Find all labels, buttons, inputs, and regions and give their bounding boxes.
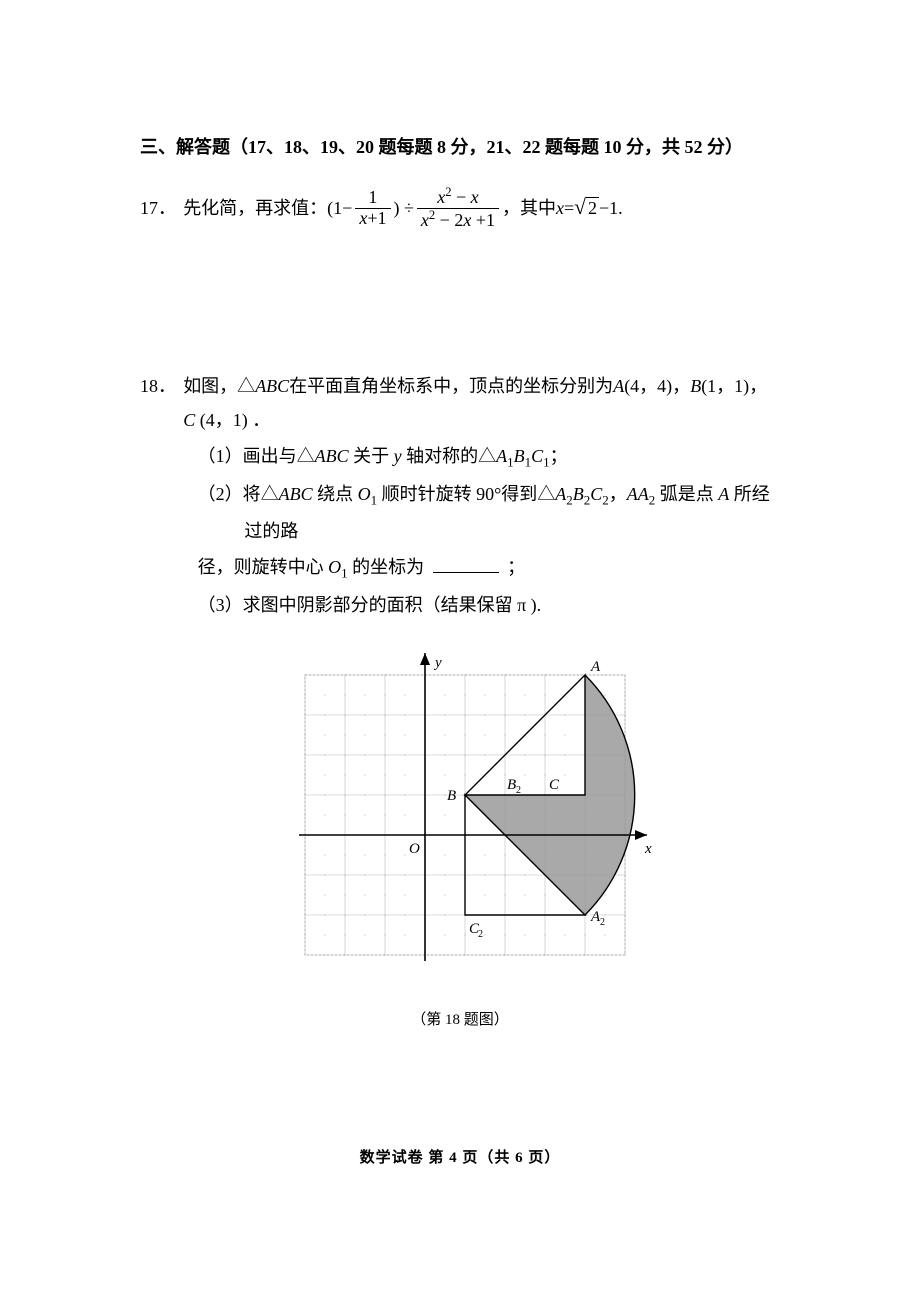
p17-f2d-m2: − 2 [435, 210, 463, 230]
p17-frac1-den-plus1: +1 [367, 208, 386, 228]
radical-symbol: √ [574, 197, 586, 220]
p18-sub-items: （1）画出与△ABC 关于 y 轴对称的△A1B1C1； （2）将△ABC 绕点… [198, 439, 780, 622]
svg-text:x: x [644, 841, 652, 857]
problem-number-18: 18． [140, 369, 183, 403]
p18-s2-d: ， [609, 484, 627, 504]
problem-18: 18． 如图，△ ABC 在平面直角坐标系中，顶点的坐标分别为 A (4，4)，… [140, 369, 780, 1035]
problem-18-intro1: 18． 如图，△ ABC 在平面直角坐标系中，顶点的坐标分别为 A (4，4)，… [140, 369, 780, 403]
p17-prefix: 先化简，再求值：(1− [183, 191, 352, 225]
p18-intro-b: 在平面直角坐标系中，顶点的坐标分别为 [289, 369, 613, 403]
p18-s1-abc: ABC [315, 446, 349, 466]
page-footer: 数学试卷 第 4 页（共 6 页） [0, 1144, 920, 1173]
problem-17-line: 17． 先化简，再求值：(1− 1 x+1 ) ÷ x2 − x x2 − 2x… [140, 186, 780, 231]
svg-text:2: 2 [516, 785, 521, 796]
p18-s2-h: 的坐标为 [348, 557, 429, 577]
p17-frac1-num: 1 [355, 188, 390, 209]
p18-O1: O [358, 484, 371, 504]
problem-17: 17． 先化简，再求值：(1− 1 x+1 ) ÷ x2 − x x2 − 2x… [140, 186, 780, 231]
p18-O1b: O [328, 557, 341, 577]
p17-after-frac1: ) ÷ [394, 191, 414, 225]
section-title: 三、解答题（17、18、19、20 题每题 8 分，21、22 题每题 10 分… [140, 130, 780, 164]
p18-B1: B [514, 446, 525, 466]
p17-f2n-x2: x [471, 187, 479, 207]
p18-B: B [690, 369, 701, 403]
p18-s1-a: （1）画出与△ [198, 446, 315, 466]
svg-text:C: C [549, 777, 560, 793]
p18-b-coord: (1，1)， [701, 369, 767, 403]
answer-blank[interactable] [433, 556, 499, 573]
p18-s1-y: y [394, 446, 402, 466]
p18-a-coord: (4，4)， [624, 369, 690, 403]
p18-s2-abc: ABC [279, 484, 313, 504]
p18-s2-i: ； [503, 557, 526, 577]
p17-frac2: x2 − x x2 − 2x +1 [417, 186, 499, 231]
svg-text:O: O [409, 841, 420, 857]
p18-s2-A: A [718, 484, 729, 504]
p17-sqrt-radicand: 2 [586, 197, 599, 220]
svg-text:2: 2 [478, 929, 483, 940]
p18-s3-a: （3）求图中阴影部分的面积（结果保留 π ). [198, 595, 542, 615]
svg-text:2: 2 [600, 917, 605, 928]
sqrt-icon: √ 2 [574, 197, 599, 220]
p18-s2-b: 绕点 [313, 484, 358, 504]
p18-sub3: （3）求图中阴影部分的面积（结果保留 π ). [198, 588, 780, 622]
p18-C1: C [531, 446, 543, 466]
svg-text:y: y [433, 655, 442, 671]
p18-AA2b: A [638, 484, 649, 504]
p17-f2n-x1: x [437, 187, 445, 207]
p18-sub1: （1）画出与△ABC 关于 y 轴对称的△A1B1C1； [198, 439, 780, 475]
p17-f2n-minus: − [452, 187, 471, 207]
svg-text:B: B [447, 788, 456, 804]
p17-frac1-den: x+1 [355, 209, 390, 229]
p17-f2d-x1: x [421, 210, 429, 230]
p18-s2-g: 径，则旋转中心 [198, 557, 329, 577]
workspace-17 [140, 259, 780, 369]
p17-eq: = [564, 191, 574, 225]
p17-f2d-p1: +1 [471, 210, 495, 230]
p17-frac2-den: x2 − 2x +1 [417, 209, 499, 231]
p18-s2-e: 弧是点 [655, 484, 718, 504]
p18-intro-a: 如图，△ [183, 369, 255, 403]
p18-s1-d: ； [550, 446, 568, 466]
p18-s2-c: 顺时针旋转 90°得到△ [377, 484, 555, 504]
p18-abc: ABC [255, 369, 289, 403]
svg-text:B: B [507, 777, 516, 793]
p17-frac2-num: x2 − x [417, 186, 499, 209]
p18-sub2: （2）将△ABC 绕点 O1 顺时针旋转 90°得到△A2B2C2，AA2 弧是… [198, 477, 780, 547]
figure-18: yxOABB2CC2A2 [255, 630, 665, 1000]
page: 三、解答题（17、18、19、20 题每题 8 分，21、22 题每题 10 分… [0, 0, 920, 1302]
p18-s1-b: 关于 [349, 446, 394, 466]
p17-tail: −1. [599, 191, 623, 225]
p18-A: A [613, 369, 624, 403]
p18-s1-c: 轴对称的△ [402, 446, 497, 466]
p18-C2: C [590, 484, 602, 504]
p18-A2: A [555, 484, 566, 504]
problem-number-17: 17． [140, 191, 183, 225]
p17-x: x [556, 191, 564, 225]
svg-text:A: A [590, 659, 601, 675]
p18-sub2b: 径，则旋转中心 O1 的坐标为 ； [198, 550, 780, 586]
p18-s2-a: （2）将△ [198, 484, 279, 504]
p18-c-coord: (4，1) ． [200, 410, 271, 430]
problem-18-intro2: C (4，1) ． [140, 403, 780, 437]
p17-frac1: 1 x+1 [355, 188, 390, 229]
p18-B2: B [573, 484, 584, 504]
p18-A1: A [496, 446, 507, 466]
p17-after-frac2: ，其中 [502, 191, 556, 225]
p18-C: C [183, 410, 195, 430]
figure-18-caption: （第 18 题图） [140, 1006, 780, 1035]
p18-AA2a: A [627, 484, 638, 504]
